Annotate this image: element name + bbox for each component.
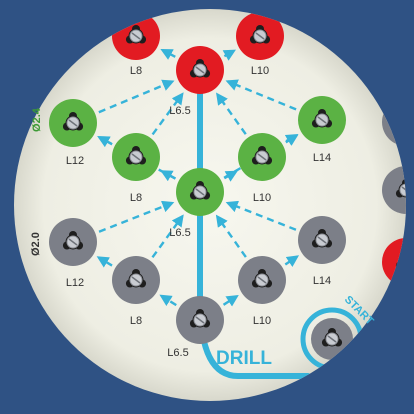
bit-label: L10 (253, 315, 271, 327)
bit-label: L14 (313, 152, 331, 164)
drill-label: DRILL (216, 348, 272, 369)
bit-label: L6.5 (169, 105, 190, 117)
bit-label: L12 (66, 277, 84, 289)
bit-label: L8 (130, 315, 142, 327)
bit-label: L12 (66, 155, 84, 167)
bit-label: L8 (130, 65, 142, 77)
bit-label: L14 (313, 275, 331, 287)
bit-label: L6.5 (167, 347, 188, 359)
diameter-label-2-0: Ø2.0 (30, 232, 42, 256)
screw-bit-icon (396, 111, 414, 130)
diameter-label-2-4: Ø2.4 (31, 107, 43, 132)
bit-label: L4 (318, 372, 330, 384)
bit-label: L10 (253, 192, 271, 204)
bit-slot-start-l4[interactable]: L4 (311, 318, 353, 384)
bit-label: L6.5 (169, 227, 190, 239)
bit-label: L10 (251, 65, 269, 77)
bit-label: L8 (130, 192, 142, 204)
